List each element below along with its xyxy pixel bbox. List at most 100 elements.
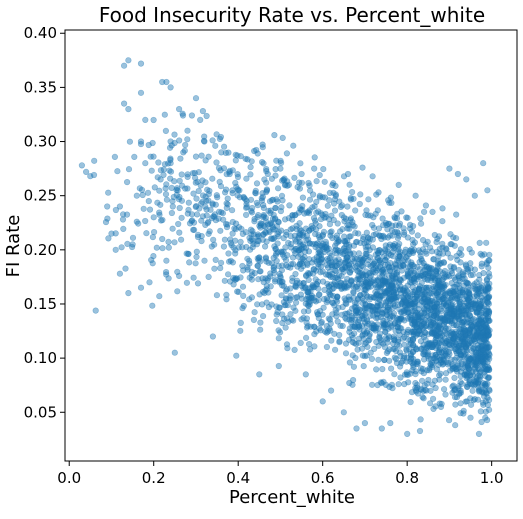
scatter-point	[352, 354, 359, 362]
scatter-point	[397, 263, 404, 270]
scatter-point	[326, 283, 333, 290]
scatter-point	[443, 301, 450, 308]
scatter-point	[171, 178, 178, 185]
scatter-point	[271, 243, 278, 250]
scatter-point	[445, 359, 452, 366]
scatter-point	[320, 246, 327, 253]
scatter-point	[405, 379, 412, 386]
scatter-point	[391, 229, 398, 236]
scatter-point	[112, 230, 119, 237]
scatter-point	[385, 243, 392, 250]
scatter-point	[436, 376, 443, 383]
scatter-point	[234, 186, 241, 193]
scatter-point	[296, 240, 303, 247]
scatter-point	[477, 347, 485, 354]
scatter-point	[247, 237, 254, 244]
scatter-point	[191, 169, 198, 177]
scatter-point	[401, 229, 408, 236]
scatter-point	[357, 191, 364, 198]
scatter-point	[369, 262, 376, 269]
scatter-point	[311, 297, 318, 304]
scatter-point	[447, 263, 454, 270]
scatter-point	[116, 203, 123, 210]
scatter-point	[332, 192, 339, 200]
scatter-point	[370, 224, 378, 231]
scatter-point	[328, 299, 336, 306]
scatter-point	[479, 357, 486, 364]
scatter-point	[382, 220, 390, 227]
scatter-point	[380, 232, 387, 239]
scatter-point	[447, 290, 454, 297]
scatter-point	[481, 345, 489, 352]
scatter-point	[455, 272, 462, 280]
scatter-point	[272, 172, 279, 179]
scatter-point	[282, 257, 290, 264]
scatter-point	[422, 386, 429, 394]
scatter-point	[479, 319, 486, 326]
scatter-point	[486, 386, 493, 393]
scatter-point	[373, 191, 380, 198]
scatter-point	[321, 178, 328, 185]
x-tick-label: 0.8	[395, 469, 419, 487]
scatter-point	[476, 329, 483, 337]
scatter-point	[433, 353, 440, 361]
scatter-point	[375, 292, 382, 299]
scatter-point	[428, 341, 435, 348]
scatter-point	[198, 200, 205, 207]
scatter-point	[280, 235, 287, 242]
scatter-point	[274, 240, 281, 247]
scatter-point	[457, 387, 464, 394]
scatter-point	[467, 325, 474, 333]
scatter-point	[413, 290, 421, 298]
scatter-point	[320, 166, 327, 173]
scatter-point	[232, 151, 239, 158]
scatter-point	[185, 250, 192, 258]
scatter-point	[379, 309, 386, 317]
scatter-point	[481, 359, 488, 367]
scatter-point	[215, 215, 222, 222]
y-tick-label: 0.05	[24, 403, 57, 421]
scatter-point	[470, 356, 477, 363]
scatter-point	[466, 376, 473, 384]
scatter-point	[344, 275, 351, 283]
scatter-point	[475, 366, 483, 373]
scatter-point	[169, 203, 176, 210]
scatter-point	[298, 170, 305, 178]
scatter-point	[460, 338, 467, 345]
scatter-point	[322, 328, 329, 335]
scatter-point	[449, 310, 456, 317]
scatter-point	[442, 325, 450, 332]
scatter-point	[279, 251, 286, 258]
scatter-point	[486, 251, 493, 258]
scatter-point	[255, 212, 262, 219]
scatter-point	[239, 262, 246, 270]
scatter-point	[279, 197, 286, 204]
scatter-point	[388, 199, 395, 206]
scatter-point	[447, 231, 454, 238]
scatter-point	[317, 210, 325, 217]
scatter-point	[486, 374, 493, 381]
scatter-point	[426, 339, 433, 347]
scatter-point	[232, 250, 239, 257]
scatter-point	[108, 230, 115, 237]
scatter-point	[458, 334, 465, 341]
scatter-point	[463, 375, 470, 382]
scatter-point	[469, 381, 476, 388]
scatter-point	[347, 195, 354, 202]
scatter-point	[441, 386, 448, 393]
scatter-point	[434, 266, 441, 273]
scatter-point	[480, 401, 487, 408]
scatter-point	[480, 389, 488, 396]
scatter-point	[235, 244, 242, 251]
scatter-point	[482, 325, 489, 332]
scatter-point	[149, 302, 156, 309]
scatter-point	[284, 252, 291, 259]
scatter-point	[433, 333, 440, 340]
scatter-point	[346, 316, 353, 323]
scatter-point	[205, 191, 212, 198]
scatter-point	[359, 164, 366, 171]
scatter-point	[381, 320, 388, 328]
scatter-point	[292, 236, 299, 243]
scatter-point	[480, 324, 487, 331]
scatter-point	[262, 214, 269, 221]
